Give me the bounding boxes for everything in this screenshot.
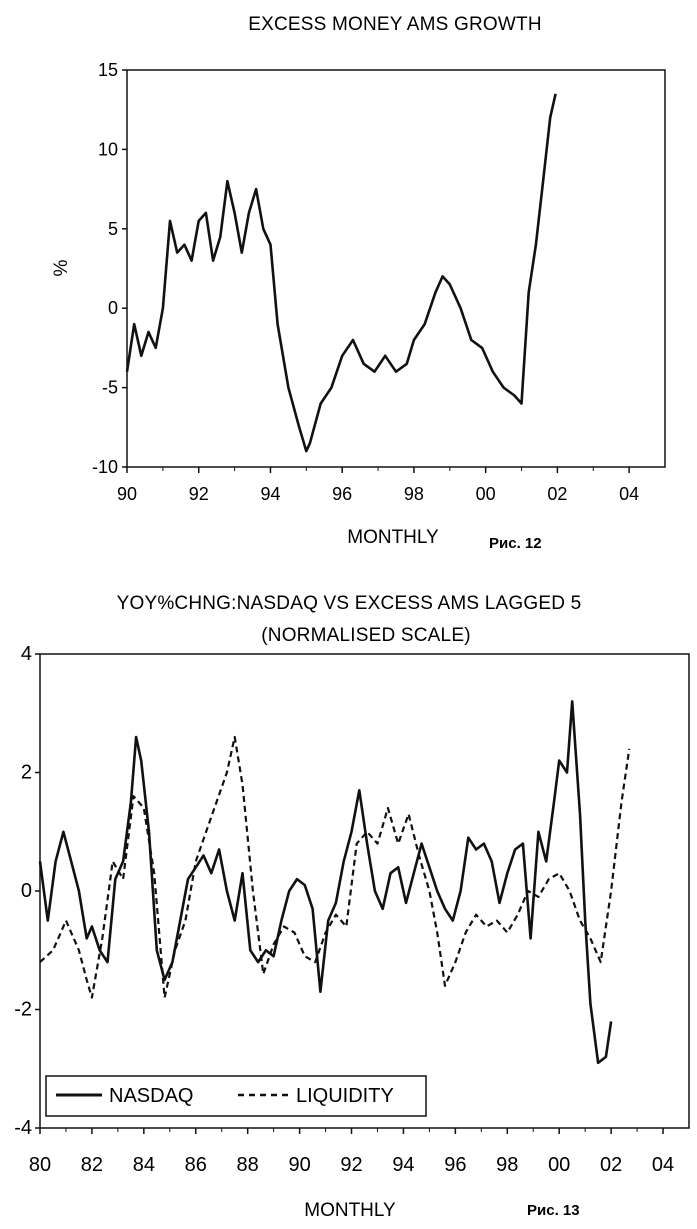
chart1-series-line-line	[125, 93, 557, 453]
chart1-x-tick-label: 98	[404, 484, 424, 504]
chart2-figure-caption: Рис. 13	[527, 1202, 580, 1219]
chart1-y-tick-label: 10	[98, 139, 118, 159]
chart1-x-tick-label: 94	[260, 484, 280, 504]
chart-nasdaq-vs-liquidity: YOY%CHNG:NASDAQ VS EXCESS AMS LAGGED 5 (…	[14, 593, 690, 1221]
chart1-y-tick-label: 0	[108, 298, 118, 318]
chart2-x-tick-label: 98	[496, 1154, 518, 1176]
chart2-x-tick-label: 92	[340, 1154, 362, 1176]
chart1-y-ticks: 15 10 5 0 -5 -10	[92, 60, 127, 477]
chart2-x-tick-label: 02	[600, 1154, 622, 1176]
chart1-figure-caption: Рис. 12	[489, 535, 542, 552]
chart2-subtitle: (NORMALISED SCALE)	[261, 625, 470, 646]
chart2-x-tick-label: 96	[444, 1154, 466, 1176]
chart2-y-tick-label: 4	[21, 643, 32, 665]
chart2-x-tick-label: 82	[81, 1154, 103, 1176]
chart1-y-tick-label: -5	[102, 378, 118, 398]
chart2-series-nasdaq-line	[38, 700, 613, 1065]
chart1-y-tick-label: 15	[98, 60, 118, 80]
chart1-x-tick-label: 04	[619, 484, 639, 504]
chart2-x-tick-label: 84	[133, 1154, 155, 1176]
chart2-y-tick-label: -2	[14, 999, 32, 1021]
chart2-x-tick-label: 00	[548, 1154, 570, 1176]
chart1-ylabel: %	[51, 259, 72, 276]
chart1-plot-frame	[126, 69, 666, 468]
chart2-y-ticks: 4 2 0 -2 -4	[14, 643, 40, 1139]
chart2-x-tick-label: 90	[288, 1154, 310, 1176]
chart2-legend: NASDAQ LIQUIDITY	[45, 1075, 427, 1117]
chart1-title: EXCESS MONEY AMS GROWTH	[248, 14, 542, 35]
chart2-xlabel: MONTHLY	[304, 1200, 396, 1221]
chart1-x-tick-label: 02	[547, 484, 567, 504]
chart2-y-tick-label: 2	[21, 762, 32, 784]
chart2-plot-frame	[39, 653, 690, 1129]
legend-label-nasdaq: NASDAQ	[109, 1085, 193, 1107]
chart1-y-tick-label: 5	[108, 219, 118, 239]
chart1-x-tick-label: 90	[117, 484, 137, 504]
chart1-xlabel: MONTHLY	[347, 527, 439, 548]
chart2-x-tick-label: 88	[237, 1154, 259, 1176]
chart1-series	[125, 93, 557, 453]
legend-label-liquidity: LIQUIDITY	[296, 1085, 394, 1107]
chart2-x-tick-label: 80	[29, 1154, 51, 1176]
chart2-x-tick-label: 04	[652, 1154, 674, 1176]
legend-box	[45, 1075, 427, 1117]
chart2-series-liquidity-line	[39, 735, 631, 999]
chart2-series	[38, 700, 631, 1065]
chart1-x-ticks: 90 92 94 96 98 00 02 04	[117, 467, 639, 504]
chart1-y-tick-label: -10	[92, 457, 118, 477]
chart1-x-tick-label: 92	[189, 484, 209, 504]
chart2-x-tick-label: 94	[392, 1154, 414, 1176]
chart2-title: YOY%CHNG:NASDAQ VS EXCESS AMS LAGGED 5	[117, 593, 582, 614]
chart1-x-tick-label: 96	[332, 484, 352, 504]
chart2-y-tick-label: 0	[21, 880, 32, 902]
chart2-x-tick-label: 86	[185, 1154, 207, 1176]
chart-excess-money: EXCESS MONEY AMS GROWTH 15 10 5 0 -5 -10 90 92…	[51, 14, 666, 552]
chart1-x-tick-label: 00	[476, 484, 496, 504]
chart1-axes	[126, 69, 666, 468]
chart2-y-tick-label: -4	[14, 1117, 32, 1139]
chart2-x-ticks: 80 82 84 86 88 90 92 94 96 98 00 02 04	[29, 1128, 674, 1176]
